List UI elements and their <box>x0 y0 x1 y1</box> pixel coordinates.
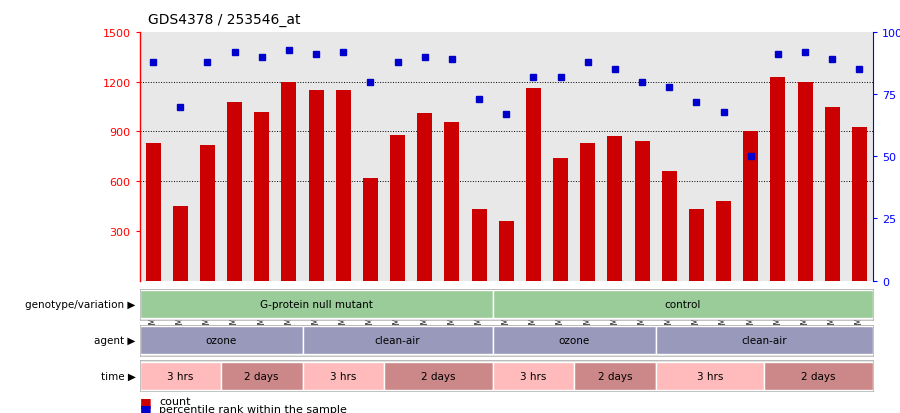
Bar <box>492 362 574 390</box>
Bar <box>580 144 595 281</box>
Bar <box>492 327 656 354</box>
Bar <box>309 91 324 281</box>
Bar <box>336 91 351 281</box>
Bar <box>656 362 764 390</box>
Bar <box>688 210 704 281</box>
Text: GDS4378 / 253546_at: GDS4378 / 253546_at <box>148 13 301 27</box>
Text: 2 days: 2 days <box>801 371 836 381</box>
Text: clean-air: clean-air <box>374 335 420 346</box>
Bar <box>608 137 623 281</box>
Bar <box>499 221 514 281</box>
Bar <box>554 159 568 281</box>
Bar <box>445 122 459 281</box>
Bar <box>656 327 873 354</box>
Text: count: count <box>159 396 191 406</box>
Bar <box>824 107 840 281</box>
Bar <box>390 135 405 281</box>
Bar <box>282 83 296 281</box>
Bar <box>797 83 813 281</box>
Bar <box>716 202 731 281</box>
Bar <box>200 145 215 281</box>
Bar <box>255 112 269 281</box>
Bar <box>764 362 873 390</box>
Text: control: control <box>664 299 701 310</box>
Text: ■: ■ <box>140 395 151 408</box>
Bar <box>363 178 378 281</box>
Text: ozone: ozone <box>559 335 590 346</box>
Bar <box>302 362 384 390</box>
Text: agent ▶: agent ▶ <box>94 335 136 346</box>
Bar <box>227 102 242 281</box>
Bar <box>472 210 487 281</box>
Bar <box>418 114 432 281</box>
Bar <box>302 327 492 354</box>
Bar <box>140 291 492 318</box>
Text: ozone: ozone <box>205 335 237 346</box>
Text: ■: ■ <box>140 402 151 413</box>
Bar <box>634 142 650 281</box>
Bar <box>743 132 758 281</box>
Bar <box>526 89 541 281</box>
Text: clean-air: clean-air <box>742 335 788 346</box>
Bar <box>662 172 677 281</box>
Text: G-protein null mutant: G-protein null mutant <box>259 299 373 310</box>
Bar <box>173 206 188 281</box>
Text: 3 hrs: 3 hrs <box>330 371 356 381</box>
Text: genotype/variation ▶: genotype/variation ▶ <box>25 299 136 310</box>
Bar <box>770 78 786 281</box>
Text: percentile rank within the sample: percentile rank within the sample <box>159 404 347 413</box>
Text: 3 hrs: 3 hrs <box>697 371 724 381</box>
Bar <box>146 144 160 281</box>
Bar <box>492 291 873 318</box>
Text: 3 hrs: 3 hrs <box>167 371 194 381</box>
Bar <box>384 362 492 390</box>
Text: 2 days: 2 days <box>421 371 455 381</box>
Text: 2 days: 2 days <box>598 371 632 381</box>
Bar <box>140 362 221 390</box>
Text: time ▶: time ▶ <box>101 371 136 381</box>
Bar <box>140 327 302 354</box>
Text: 3 hrs: 3 hrs <box>520 371 546 381</box>
Bar <box>574 362 656 390</box>
Bar <box>852 127 867 281</box>
Text: 2 days: 2 days <box>245 371 279 381</box>
Bar <box>221 362 302 390</box>
